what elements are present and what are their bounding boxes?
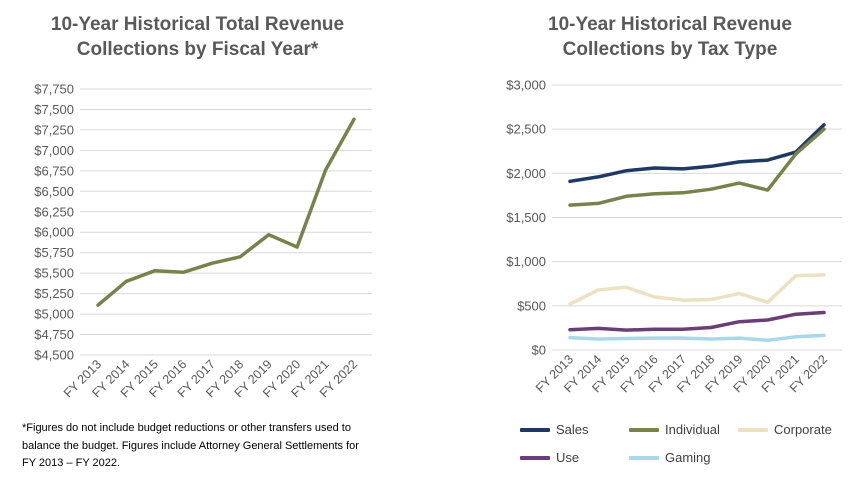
legend-item-use: Use	[520, 450, 579, 465]
y-tick-label: $3,000	[506, 78, 546, 93]
y-tick-label: $7,750	[34, 82, 74, 97]
y-tick-label: $7,500	[34, 102, 74, 117]
y-tick-label: $1,000	[506, 254, 546, 269]
series-line-sales	[568, 123, 826, 184]
y-tick-label: $6,750	[34, 163, 74, 178]
series-line-individual	[568, 127, 826, 207]
y-tick-label: $4,750	[34, 327, 74, 342]
y-tick-label: $6,500	[34, 184, 74, 199]
y-tick-label: $5,250	[34, 286, 74, 301]
y-tick-label: $0	[532, 343, 546, 358]
chart-title-total: 10-Year Historical Total Revenue Collect…	[50, 14, 345, 60]
legend-label: Sales	[556, 422, 589, 437]
y-tick-label: $5,750	[34, 245, 74, 260]
legend-item-gaming: Gaming	[629, 450, 711, 465]
legend-swatch	[520, 455, 550, 460]
legend-swatch	[629, 455, 659, 460]
legend-item-individual: Individual	[629, 422, 720, 437]
series-line-corporate	[568, 273, 826, 306]
legend-item-corporate: Corporate	[738, 422, 832, 437]
y-tick-label: $2,000	[506, 166, 546, 181]
y-tick-label: $7,000	[34, 143, 74, 158]
legend-label: Gaming	[665, 450, 711, 465]
legend-swatch	[520, 427, 550, 432]
y-tick-label: $500	[517, 298, 546, 313]
chart-legend: Sales Individual Corporate Use Gaming	[520, 422, 860, 472]
legend-label: Individual	[665, 422, 720, 437]
y-tick-label: $6,250	[34, 204, 74, 219]
legend-item-sales: Sales	[520, 422, 589, 437]
total-revenue-plot: $4,500 $4,750 $5,000 $5,250 $5,500 $5,750 $6,0…	[34, 82, 372, 400]
legend-label: Use	[556, 450, 580, 465]
footnote: *Figures do not include budget reduction…	[22, 422, 359, 469]
chart-title-tax-type: 10-Year Historical Revenue Collections b…	[548, 14, 792, 60]
y-tick-label: $5,000	[34, 307, 74, 322]
legend-label: Corporate	[774, 422, 832, 437]
y-tick-label: $1,500	[506, 210, 546, 225]
y-tick-label: $6,000	[34, 225, 74, 240]
y-tick-label: $7,250	[34, 122, 74, 137]
series-line-gaming	[568, 333, 826, 343]
y-tick-label: $4,500	[34, 348, 74, 363]
legend-swatch	[629, 427, 659, 432]
legend-swatch	[738, 427, 768, 432]
series-line-total	[96, 117, 356, 307]
y-tick-label: $2,500	[506, 122, 546, 137]
series-line-use	[568, 310, 826, 332]
y-tick-label: $5,500	[34, 266, 74, 281]
